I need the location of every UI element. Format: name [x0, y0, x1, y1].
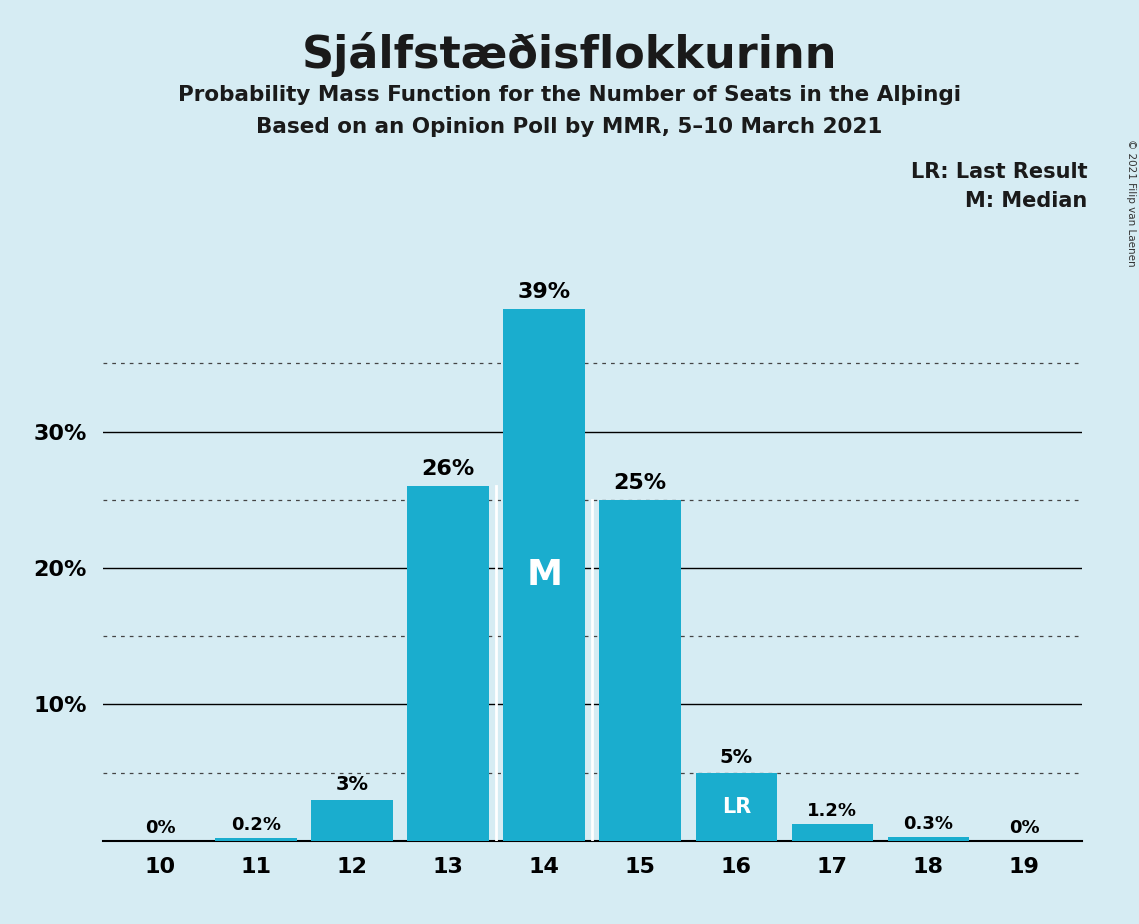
Text: LR: Last Result: LR: Last Result — [911, 162, 1088, 182]
Bar — [215, 838, 297, 841]
Bar — [599, 500, 681, 841]
Bar — [311, 800, 393, 841]
Bar — [503, 309, 585, 841]
Bar — [696, 772, 777, 841]
Text: 5%: 5% — [720, 748, 753, 767]
Text: LR: LR — [722, 796, 751, 817]
Text: 39%: 39% — [518, 282, 571, 302]
Text: 0%: 0% — [145, 819, 175, 837]
Text: 25%: 25% — [614, 473, 666, 493]
Text: 26%: 26% — [421, 459, 475, 480]
Bar — [408, 486, 489, 841]
Bar — [792, 824, 874, 841]
Text: Sjálfstæðisflokkurinn: Sjálfstæðisflokkurinn — [302, 32, 837, 78]
Text: 0.2%: 0.2% — [231, 816, 281, 834]
Text: 0.3%: 0.3% — [903, 815, 953, 833]
Text: 1.2%: 1.2% — [808, 802, 858, 821]
Text: Based on an Opinion Poll by MMR, 5–10 March 2021: Based on an Opinion Poll by MMR, 5–10 Ma… — [256, 117, 883, 138]
Text: 0%: 0% — [1009, 819, 1040, 837]
Text: 3%: 3% — [336, 775, 369, 795]
Text: M: Median: M: Median — [966, 191, 1088, 212]
Text: © 2021 Filip van Laenen: © 2021 Filip van Laenen — [1126, 139, 1136, 266]
Text: M: M — [526, 558, 563, 592]
Text: Probability Mass Function for the Number of Seats in the Alþingi: Probability Mass Function for the Number… — [178, 85, 961, 105]
Bar — [887, 837, 969, 841]
